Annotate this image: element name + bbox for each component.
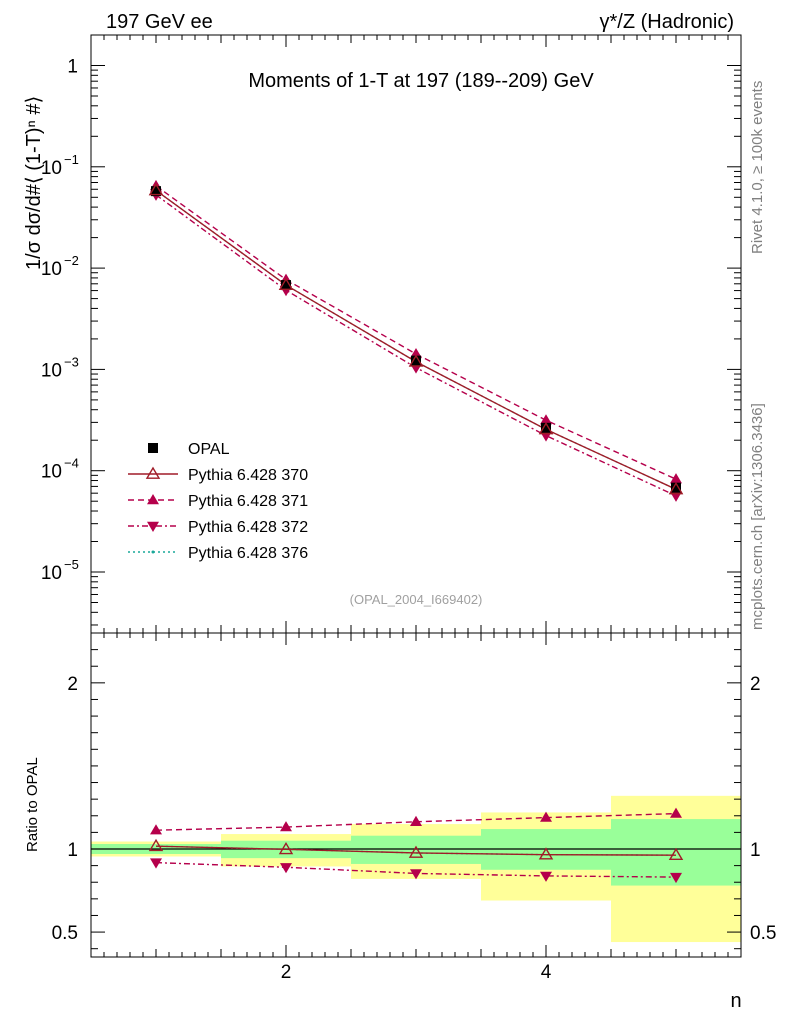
ratio-series-marker [410, 815, 422, 826]
header-right: γ*/Z (Hadronic) [600, 11, 734, 33]
legend-label: Pythia 6.428 370 [188, 467, 308, 484]
ratio-series-marker [410, 869, 422, 880]
data-point [411, 355, 421, 366]
ratio-y-tick-label: 2 [67, 674, 78, 695]
ratio-series-line [155, 845, 677, 856]
y-tick-label: 10 [41, 259, 62, 280]
y-tick-label: 10 [41, 462, 62, 483]
ratio-series-marker [670, 807, 682, 818]
band-green [351, 835, 481, 864]
y-tick-label-exponent: −3 [64, 354, 79, 369]
main-y-axis-label: 1/σ dσ/d#⟨ (1-T)ⁿ #⟩ [23, 96, 45, 270]
ratio-series-marker [540, 811, 552, 822]
legend-marker [147, 494, 159, 505]
series-marker [148, 183, 164, 196]
ratio-series-marker [150, 858, 162, 869]
y-tick-label: 10 [41, 360, 62, 381]
data-point [151, 186, 161, 197]
series-line [155, 194, 677, 497]
data-point [281, 280, 291, 291]
header-left: 197 GeV ee [106, 11, 213, 33]
main-watermark: (OPAL_2004_I669402) [350, 592, 483, 607]
series-marker [668, 481, 684, 495]
main-plot: Moments of 1-T at 197 (189--209) GeV (OP… [23, 34, 742, 634]
legend: OPAL Pythia 6.428 370 Pythia 6.428 371 Pyth… [128, 441, 308, 562]
legend-label: Pythia 6.428 371 [188, 493, 308, 510]
ratio-series-marker [280, 821, 292, 832]
y-tick-label-exponent: −5 [64, 557, 79, 572]
main-axes: 110−110−210−310−410−5 [41, 34, 742, 634]
ratio-y-tick-label-right: 0.5 [750, 923, 776, 944]
series-marker [540, 414, 552, 425]
legend-label: Pythia 6.428 372 [188, 519, 308, 536]
ratio-y-tick-label-right: 1 [750, 840, 761, 861]
series-marker [278, 277, 294, 290]
ratio-plot: 0.5 0.5 1 1 2 2 2 4 Ratio to OPAL n [24, 632, 776, 1012]
main-frame [90, 34, 742, 634]
legend-marker [148, 443, 158, 453]
legend-label: Pythia 6.428 376 [188, 545, 308, 562]
main-series [148, 179, 684, 502]
ratio-y-tick-label-right: 2 [750, 674, 761, 695]
series-marker [538, 421, 554, 435]
ratio-series-marker [278, 841, 294, 855]
ratio-series [148, 807, 684, 884]
legend-label: OPAL [188, 441, 230, 458]
y-tick-label-exponent: −2 [64, 253, 79, 268]
ratio-series-line [155, 861, 677, 878]
main-title: Moments of 1-T at 197 (189--209) GeV [248, 70, 594, 92]
ratio-uncertainty-bands [91, 795, 741, 943]
ratio-y-tick-label: 1 [67, 840, 78, 861]
series-marker [670, 473, 682, 484]
legend-marker [147, 521, 159, 532]
ratio-y-tick-label: 0.5 [52, 923, 78, 944]
ratio-series-marker [280, 863, 292, 874]
data-point [541, 422, 551, 433]
series-marker [410, 347, 422, 359]
y-tick-label-exponent: −1 [64, 152, 79, 167]
y-tick-label: 1 [67, 56, 78, 77]
legend-marker [151, 550, 155, 554]
ratio-series-marker [408, 845, 424, 858]
ratio-axes: 0.5 0.5 1 1 2 2 2 4 [52, 632, 776, 983]
series-marker [408, 354, 424, 367]
ratio-series-marker [538, 847, 554, 860]
ratio-series-marker [668, 847, 684, 861]
x-tick-label: 4 [541, 962, 552, 983]
y-tick-label: 10 [41, 158, 62, 179]
ratio-series-marker [150, 824, 162, 835]
rivet-label: Rivet 4.1.0, ≥ 100k events [749, 81, 766, 254]
data-point [671, 482, 681, 493]
y-tick-label-exponent: −4 [64, 456, 79, 471]
mcplots-label: mcplots.cern.ch [arXiv:1306.3436] [749, 403, 766, 630]
ratio-y-axis-label: Ratio to OPAL [24, 757, 41, 852]
ratio-series-marker [670, 872, 682, 884]
y-tick-label: 10 [41, 563, 62, 584]
x-tick-label: 2 [281, 962, 292, 983]
legend-marker [145, 466, 161, 479]
ratio-series-marker [148, 838, 164, 852]
x-axis-label: n [730, 990, 741, 1012]
series-line [155, 185, 677, 480]
ratio-series-marker [540, 871, 552, 882]
